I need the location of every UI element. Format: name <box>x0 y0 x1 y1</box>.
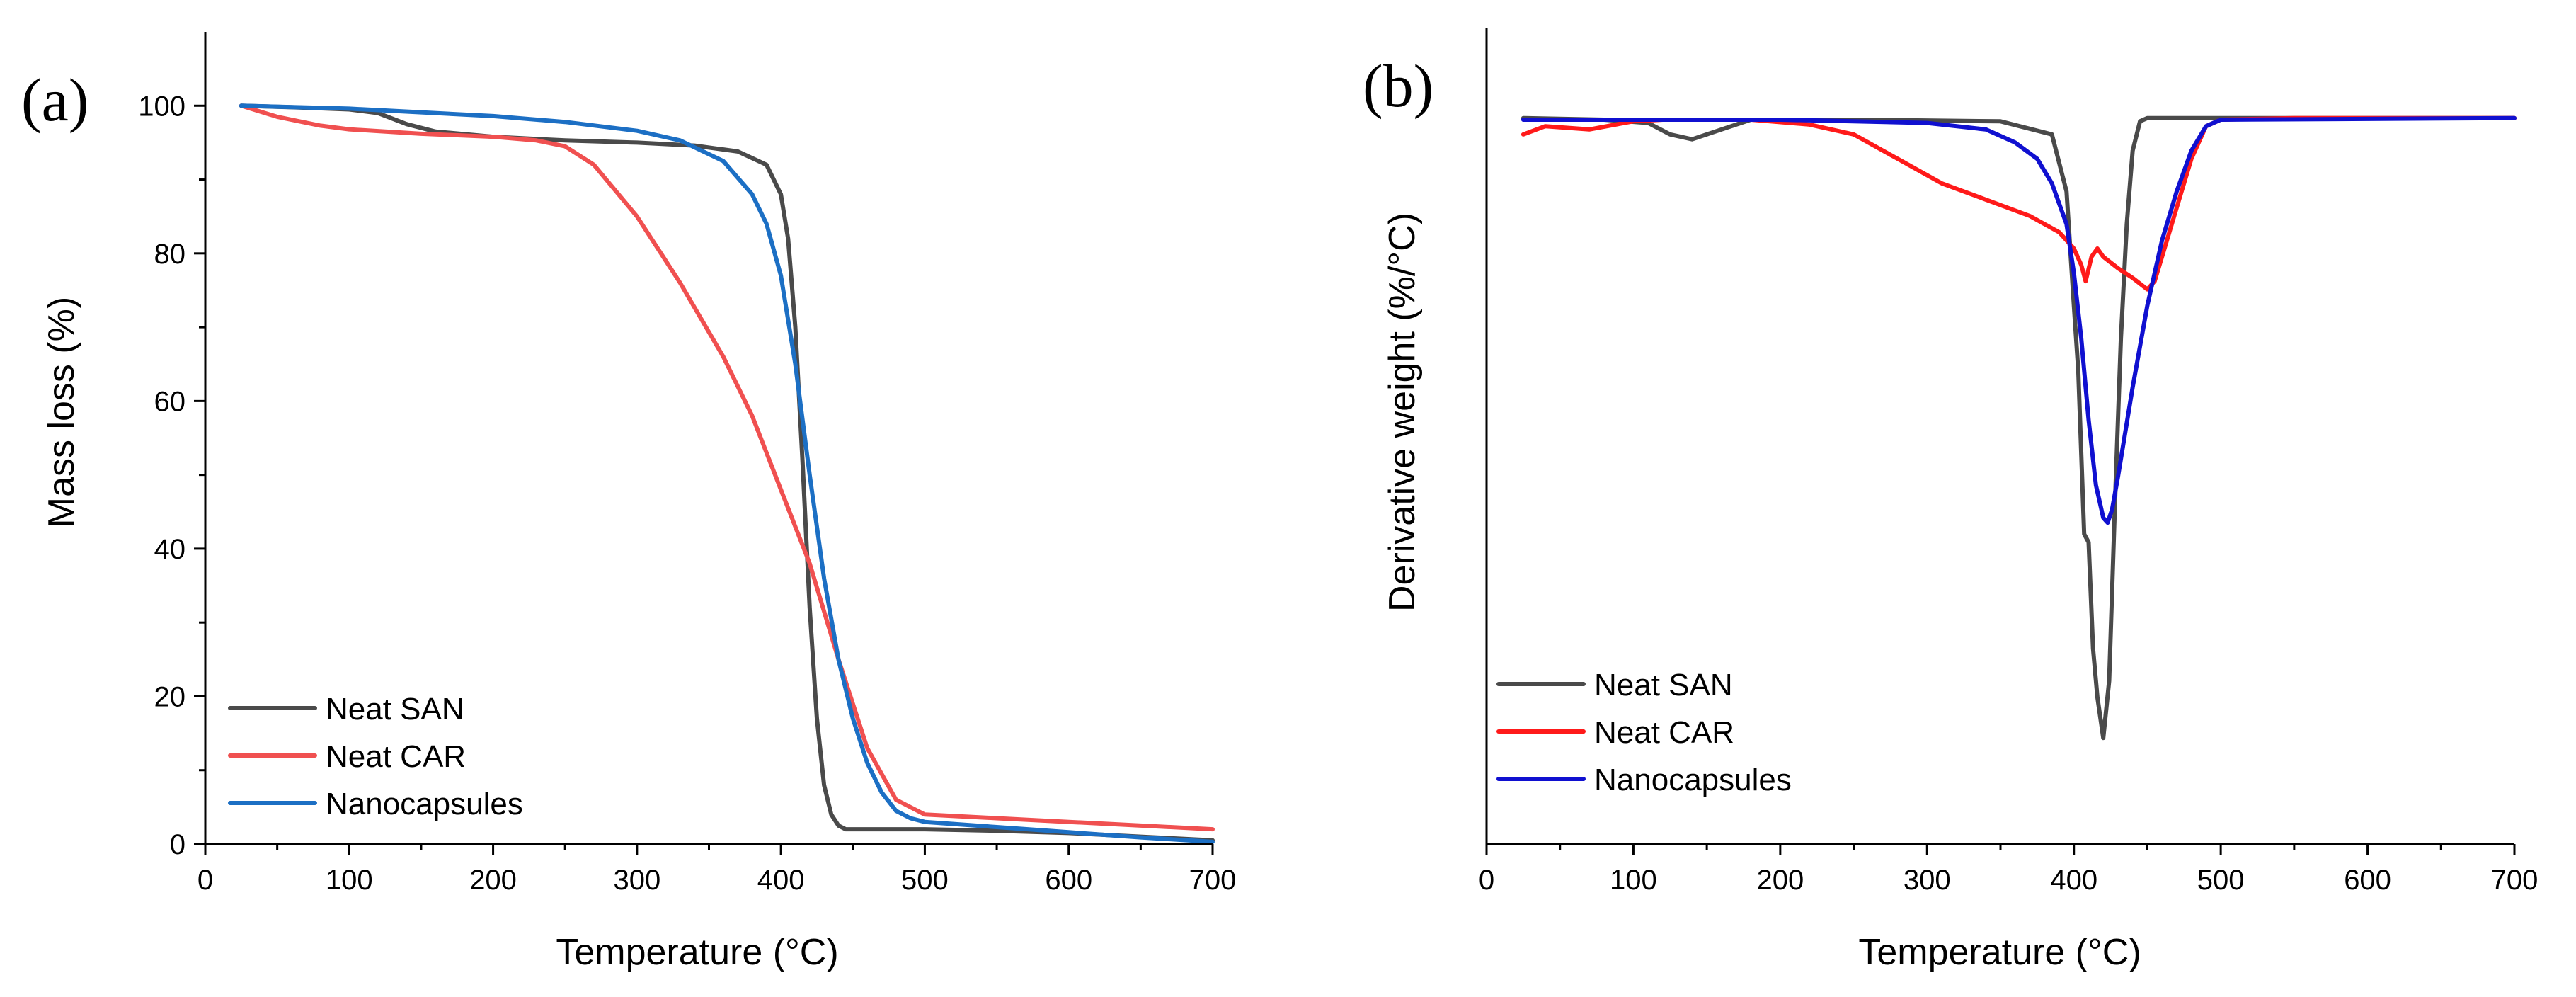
y-tick-label-a: 40 <box>154 534 186 565</box>
panel-a-x-axis-title: Temperature (°C) <box>556 932 838 973</box>
x-tick-label-b: 300 <box>1904 865 1951 896</box>
x-tick-label-a: 700 <box>1189 865 1237 896</box>
panel-b-y-axis-title: Derivative weight (%/°C) <box>1382 212 1423 612</box>
legend-a-label-nanocapsules: Nanocapsules <box>326 787 523 821</box>
panel-a-mass-loss-chart: (a) 0 100 200 300 400 500 600 700 0 20 40 60 80 100 T… <box>21 32 1236 973</box>
panel-b-derivative-weight-chart: (b) 0 100 200 300 400 500 600 700 Temperature (… <box>1363 28 2538 973</box>
panel-a-label: (a) <box>21 66 88 134</box>
x-tick-label-b: 400 <box>2050 865 2097 896</box>
panel-a-series-group <box>239 103 1215 844</box>
y-tick-label-a: 100 <box>138 91 185 122</box>
x-tick-label-b: 700 <box>2491 865 2538 896</box>
series-b-nanocapsules <box>1521 115 2517 525</box>
panel-b-series-group <box>1521 115 2517 741</box>
x-tick-label-a: 600 <box>1045 865 1092 896</box>
panel-b-x-axis-title: Temperature (°C) <box>1858 932 2141 973</box>
y-tick-label-a: 80 <box>154 239 186 270</box>
series-a-neat-san <box>239 103 1215 843</box>
panel-a-y-axis-title: Mass loss (%) <box>41 297 82 528</box>
x-tick-label-b: 0 <box>1479 865 1494 896</box>
x-tick-label-b: 200 <box>1756 865 1804 896</box>
y-tick-label-a: 60 <box>154 386 186 417</box>
panel-b-legend: Neat SAN Neat CAR Nanocapsules <box>1496 668 1792 797</box>
panel-b-axes: 0 100 200 300 400 500 600 700 <box>1479 28 2538 896</box>
y-tick-label-a: 0 <box>170 829 185 860</box>
legend-b-label-neat-car: Neat CAR <box>1594 715 1734 750</box>
panel-a-legend: Neat SAN Neat CAR Nanocapsules <box>228 692 523 821</box>
y-tick-label-a: 20 <box>154 681 186 712</box>
x-tick-label-a: 300 <box>613 865 660 896</box>
x-tick-label-a: 200 <box>469 865 517 896</box>
series-b-neat-san <box>1521 115 2517 741</box>
x-tick-label-b: 600 <box>2344 865 2391 896</box>
series-a-neat-car <box>239 103 1215 832</box>
legend-a-label-neat-car: Neat CAR <box>326 739 466 774</box>
series-a-nanocapsules <box>239 103 1215 844</box>
x-tick-label-a: 400 <box>757 865 805 896</box>
legend-b-label-nanocapsules: Nanocapsules <box>1594 763 1792 797</box>
x-tick-label-a: 0 <box>198 865 213 896</box>
legend-a-label-neat-san: Neat SAN <box>326 692 464 727</box>
x-tick-label-b: 100 <box>1610 865 1657 896</box>
x-tick-label-a: 500 <box>901 865 949 896</box>
panel-b-label: (b) <box>1363 52 1433 120</box>
legend-b-label-neat-san: Neat SAN <box>1594 668 1733 702</box>
x-tick-label-a: 100 <box>326 865 373 896</box>
panel-a-axes: 0 100 200 300 400 500 600 700 0 20 40 60 80 100 <box>138 32 1236 896</box>
x-tick-label-b: 500 <box>2197 865 2245 896</box>
